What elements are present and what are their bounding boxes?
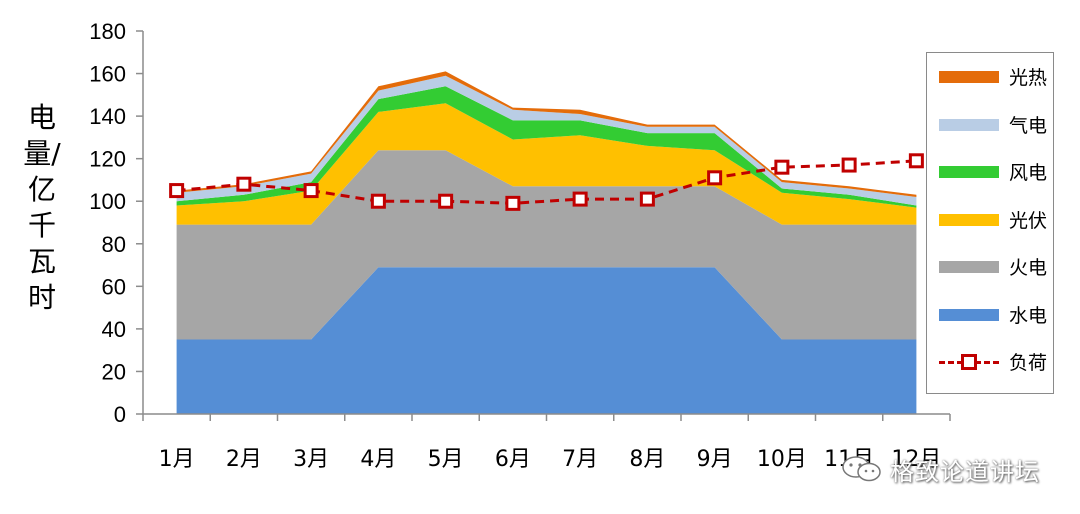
x-tick-label: 10月: [757, 447, 807, 472]
x-tick-label: 2月: [226, 447, 262, 472]
legend-label: 水电: [1009, 304, 1048, 327]
load-line-path: [176, 159, 917, 205]
load-point: [572, 191, 588, 207]
legend-swatch: [939, 213, 999, 226]
x-tick-label: 12月: [891, 447, 941, 472]
legend-label: 负荷: [1009, 352, 1048, 374]
load-point: [707, 170, 723, 186]
watermark: 格致论道讲坛: [830, 450, 1070, 490]
load-point: [303, 183, 319, 199]
y-tick-label: 80: [102, 232, 126, 257]
legend-swatch: [939, 308, 999, 321]
legend-marker: [961, 354, 977, 370]
legend-item: 负荷: [927, 346, 1055, 376]
load-point: [505, 195, 521, 211]
load-point: [438, 193, 454, 209]
load-point: [774, 159, 790, 175]
legend-item: 光热: [927, 61, 1055, 91]
wechat-icon: [842, 456, 881, 482]
y-tick-labels: 0 20 40 60 80 100 120 140 160 180: [89, 19, 126, 427]
legend-label: 光热: [1009, 67, 1048, 89]
area-series-4: [176, 75, 917, 206]
legend-label: 光伏: [1009, 209, 1048, 232]
y-tick-label: 140: [89, 104, 126, 129]
y-tick-label: 60: [102, 274, 126, 299]
area-series-0: [176, 267, 917, 414]
legend-item: 水电: [927, 299, 1055, 329]
legend-label: 火电: [1009, 257, 1048, 279]
y-tick-label: 100: [89, 189, 126, 214]
y-tick-label: 20: [102, 359, 126, 384]
y-tick-label: 120: [89, 147, 126, 172]
legend-swatch: [939, 166, 999, 178]
load-point: [639, 191, 655, 207]
legend-swatch: [939, 118, 999, 131]
load-point: [236, 176, 252, 192]
y-tick-label: 40: [102, 317, 126, 342]
legend-item: 火电: [927, 251, 1055, 281]
legend-item: 风电: [927, 156, 1055, 186]
y-tick-label: 0: [114, 402, 126, 427]
x-tick-label: 4月: [360, 447, 396, 472]
x-tick-label: 8月: [629, 447, 665, 472]
x-tick-label: 7月: [562, 447, 598, 472]
legend: 光热气电风电光伏火电水电负荷: [926, 52, 1054, 394]
legend-label: 风电: [1009, 162, 1048, 184]
load-point: [370, 193, 386, 209]
x-tick-label: 1月: [159, 447, 195, 472]
area-series-2: [176, 103, 917, 225]
x-tick-labels: 1月2月3月4月5月6月7月8月9月10月11月12月: [159, 447, 942, 472]
y-tick-label: 160: [89, 62, 126, 87]
load-line: [169, 153, 924, 211]
axes: [136, 30, 951, 421]
legend-item: 光伏: [927, 204, 1055, 234]
x-tick-label: 9月: [697, 447, 733, 472]
legend-label: 气电: [1009, 114, 1048, 137]
x-tick-label: 3月: [293, 447, 329, 472]
x-tick-label: 5月: [428, 447, 464, 472]
load-point: [169, 183, 185, 199]
legend-swatch: [939, 71, 999, 83]
y-tick-label: 180: [89, 19, 126, 44]
legend-swatch: [939, 261, 999, 273]
legend-item: 气电: [927, 109, 1055, 139]
x-tick-label: 6月: [495, 447, 531, 472]
watermark-text: 格致论道讲坛: [890, 458, 1040, 486]
y-axis-label: 电量/亿千瓦时: [23, 101, 61, 314]
stacked-areas: [176, 71, 917, 414]
load-point: [841, 157, 857, 173]
load-point: [908, 153, 924, 169]
area-series-3: [176, 86, 917, 208]
